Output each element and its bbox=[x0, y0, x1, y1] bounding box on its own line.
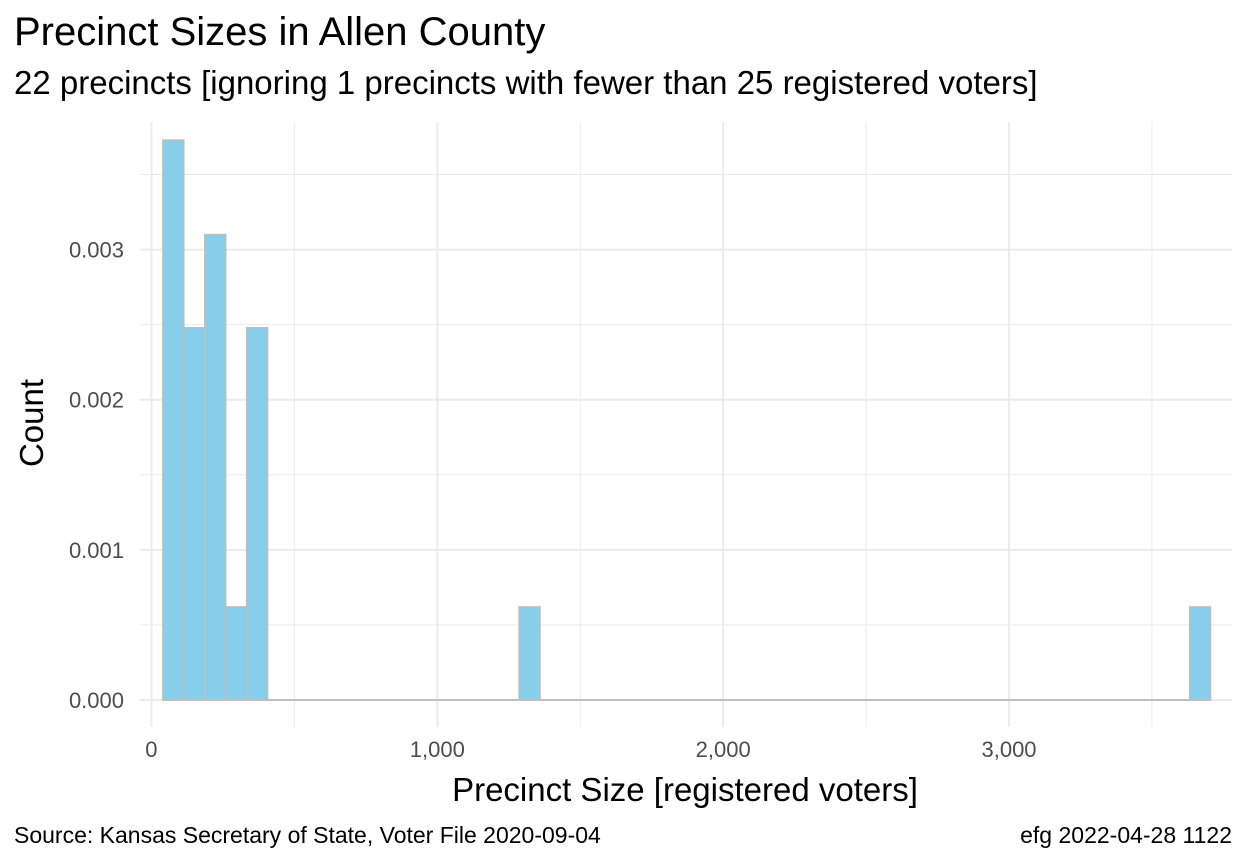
x-tick-label: 1,000 bbox=[410, 737, 465, 762]
minor-gridlines bbox=[140, 122, 1232, 727]
chart-subtitle: 22 precincts [ignoring 1 precincts with … bbox=[14, 64, 1038, 101]
y-tick-label: 0.003 bbox=[69, 238, 124, 263]
histogram-bar-2 bbox=[183, 326, 206, 701]
y-tick-label: 0.002 bbox=[69, 388, 124, 413]
author-caption: efg 2022-04-28 1122 bbox=[1020, 822, 1232, 848]
chart-title: Precinct Sizes in Allen County bbox=[14, 10, 546, 54]
major-gridlines bbox=[140, 122, 1232, 727]
source-caption: Source: Kansas Secretary of State, Voter… bbox=[14, 822, 601, 848]
y-axis-tick-labels: 0.000 0.001 0.002 0.003 bbox=[69, 238, 124, 713]
x-tick-label: 0 bbox=[145, 737, 157, 762]
histogram-bar-4 bbox=[224, 606, 248, 701]
y-tick-label: 0.000 bbox=[69, 688, 124, 713]
histogram-bar-3 bbox=[204, 233, 227, 701]
x-axis-title: Precinct Size [registered voters] bbox=[452, 771, 918, 808]
y-tick-label: 0.001 bbox=[69, 538, 124, 563]
x-tick-label: 3,000 bbox=[981, 737, 1036, 762]
histogram-bar-5 bbox=[245, 326, 269, 701]
histogram-bar-6 bbox=[518, 606, 541, 701]
y-axis-title: Count bbox=[13, 379, 50, 467]
histogram-bar-1 bbox=[162, 139, 185, 701]
x-axis-tick-labels: 0 1,000 2,000 3,000 bbox=[145, 737, 1036, 762]
histogram-bars bbox=[162, 139, 1212, 701]
histogram-bar-7 bbox=[1188, 606, 1212, 701]
x-tick-label: 2,000 bbox=[696, 737, 751, 762]
